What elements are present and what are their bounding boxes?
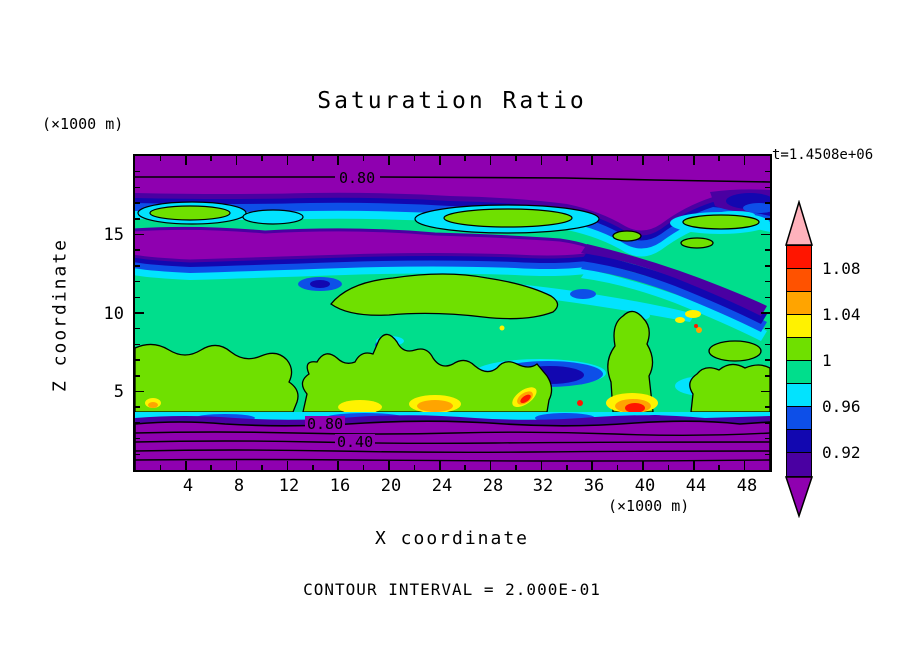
colorbar-segment xyxy=(787,338,811,361)
x-tick-32: 32 xyxy=(532,476,554,496)
x-tick-40: 40 xyxy=(634,476,656,496)
upper-lenses xyxy=(137,201,770,234)
contour-interval-caption: CONTOUR INTERVAL = 2.000E-01 xyxy=(303,580,601,599)
contour-label-080-bottom: 0.80 xyxy=(305,415,346,433)
y-tick-15: 15 xyxy=(103,225,124,245)
x-axis-title: X coordinate xyxy=(374,528,530,549)
colorbar-segment xyxy=(787,430,811,453)
colorbar-label-100: 1 xyxy=(822,351,832,370)
y-axis-title: Z coordinate xyxy=(49,237,71,393)
under-arrow-shape xyxy=(784,476,814,518)
colorbar-segment xyxy=(787,292,811,315)
chart-title: Saturation Ratio xyxy=(317,88,587,114)
top-contour-line xyxy=(135,176,770,183)
colorbar-label-096: 0.96 xyxy=(822,397,861,416)
colorbar-segments xyxy=(786,245,812,477)
colorbar-segment xyxy=(787,315,811,338)
colorbar-segment xyxy=(787,453,811,476)
bottom-contour-lines xyxy=(135,431,770,462)
colorbar xyxy=(784,200,814,518)
x-tick-8: 8 xyxy=(233,476,245,496)
x-tick-44: 44 xyxy=(685,476,707,496)
x-tick-12: 12 xyxy=(278,476,300,496)
hotspots xyxy=(145,310,702,414)
colorbar-under-arrow xyxy=(784,476,814,518)
y-axis-unit: (×1000 m) xyxy=(42,115,124,133)
contour-label-040-bottom: 0.40 xyxy=(335,433,376,451)
chartreuse-blobs xyxy=(135,214,770,413)
x-tick-16: 16 xyxy=(329,476,351,496)
colorbar-segment xyxy=(787,269,811,292)
colorbar-segment xyxy=(787,361,811,384)
x-tick-4: 4 xyxy=(182,476,194,496)
colorbar-segment xyxy=(787,384,811,407)
colorbar-label-108: 1.08 xyxy=(822,259,861,278)
diagonal-streaks xyxy=(581,244,767,341)
colorbar-over-arrow xyxy=(784,200,814,246)
y-tick-10: 10 xyxy=(103,304,124,324)
bottom-band xyxy=(135,412,770,470)
contour-label-080-top: 0.80 xyxy=(337,169,378,187)
second-band xyxy=(135,226,602,280)
x-tick-24: 24 xyxy=(431,476,453,496)
x-axis-unit: (×1000 m) xyxy=(608,497,690,515)
x-tick-48: 48 xyxy=(736,476,758,496)
time-label: t=1.4508e+06 xyxy=(772,147,874,163)
over-arrow-shape xyxy=(784,200,814,246)
y-tick-5: 5 xyxy=(113,382,124,402)
x-tick-20: 20 xyxy=(380,476,402,496)
x-tick-28: 28 xyxy=(482,476,504,496)
plot-border xyxy=(133,154,772,472)
colorbar-segment xyxy=(787,246,811,269)
colorbar-label-104: 1.04 xyxy=(822,305,861,324)
contour-field xyxy=(135,156,770,470)
colorbar-label-092: 0.92 xyxy=(822,443,861,462)
x-tick-36: 36 xyxy=(583,476,605,496)
colorbar-segment xyxy=(787,407,811,430)
